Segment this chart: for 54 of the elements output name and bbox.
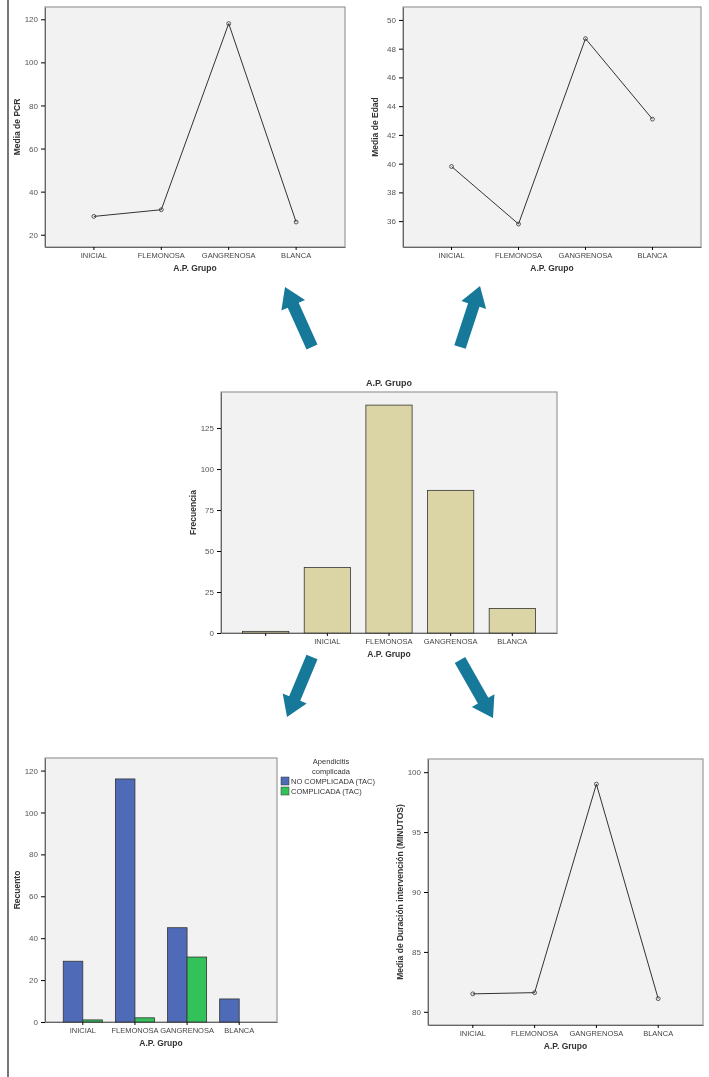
point: [532, 990, 537, 995]
point: [158, 207, 164, 213]
y-tick-label: 60: [29, 144, 39, 154]
y-tick-label: 50: [205, 547, 215, 557]
y-tick-label: 42: [387, 130, 397, 140]
y-axis-title: Media de Edad: [370, 97, 380, 157]
chart-title: A.P. Grupo: [366, 378, 413, 388]
y-tick-label: 125: [200, 424, 215, 434]
point: [583, 36, 588, 41]
point: [226, 21, 232, 26]
y-tick-label: 20: [29, 976, 39, 986]
y-tick-label: 85: [412, 947, 422, 957]
bar: [303, 567, 351, 634]
y-tick-label: 100: [24, 58, 39, 68]
y-tick-label: 90: [412, 888, 422, 898]
point: [594, 781, 599, 787]
y-tick-label: 25: [205, 588, 215, 598]
y-axis-title: Media de PCR: [12, 98, 22, 156]
y-tick-label: 80: [29, 850, 39, 860]
y-tick-label: 100: [24, 808, 39, 818]
x-axis-title: A.P. Grupo: [139, 1038, 183, 1048]
y-tick-label: 120: [24, 766, 39, 776]
y-tick-label: 38: [387, 188, 397, 198]
y-axis-title: Frecuencia: [188, 489, 198, 535]
y-tick-label: 0: [209, 629, 215, 639]
bar: [488, 608, 536, 634]
bar: [219, 998, 240, 1023]
y-tick-label: 46: [387, 73, 397, 83]
y-tick-label: 48: [387, 44, 397, 54]
y-tick-label: 120: [24, 15, 39, 25]
x-axis-title: A.P. Grupo: [367, 649, 411, 659]
y-tick-label: 60: [29, 892, 39, 902]
bar: [427, 489, 475, 634]
x-axis-title: A.P. Grupo: [173, 263, 217, 273]
bar: [365, 404, 413, 634]
y-tick-label: 50: [387, 15, 397, 25]
x-axis-title: A.P. Grupo: [543, 1041, 588, 1051]
y-axis-title: Media de Duración intervención (MINUTOS): [395, 804, 405, 980]
y-tick-label: 36: [387, 217, 397, 227]
y-tick-label: 0: [33, 1018, 39, 1028]
y-tick-label: 40: [29, 187, 39, 197]
y-tick-label: 20: [29, 230, 39, 240]
y-tick-label: 80: [29, 101, 39, 111]
y-tick-label: 80: [412, 1007, 422, 1017]
y-tick-label: 95: [412, 828, 422, 838]
y-tick-label: 100: [407, 768, 422, 778]
y-tick-label: 100: [200, 465, 215, 475]
point: [516, 221, 521, 227]
y-tick-label: 44: [387, 102, 397, 112]
y-axis-title: Recuento: [12, 870, 22, 910]
y-tick-label: 40: [387, 159, 397, 169]
y-tick-label: 75: [205, 506, 215, 516]
x-axis-title: A.P. Grupo: [530, 263, 574, 273]
y-tick-label: 40: [29, 934, 39, 944]
